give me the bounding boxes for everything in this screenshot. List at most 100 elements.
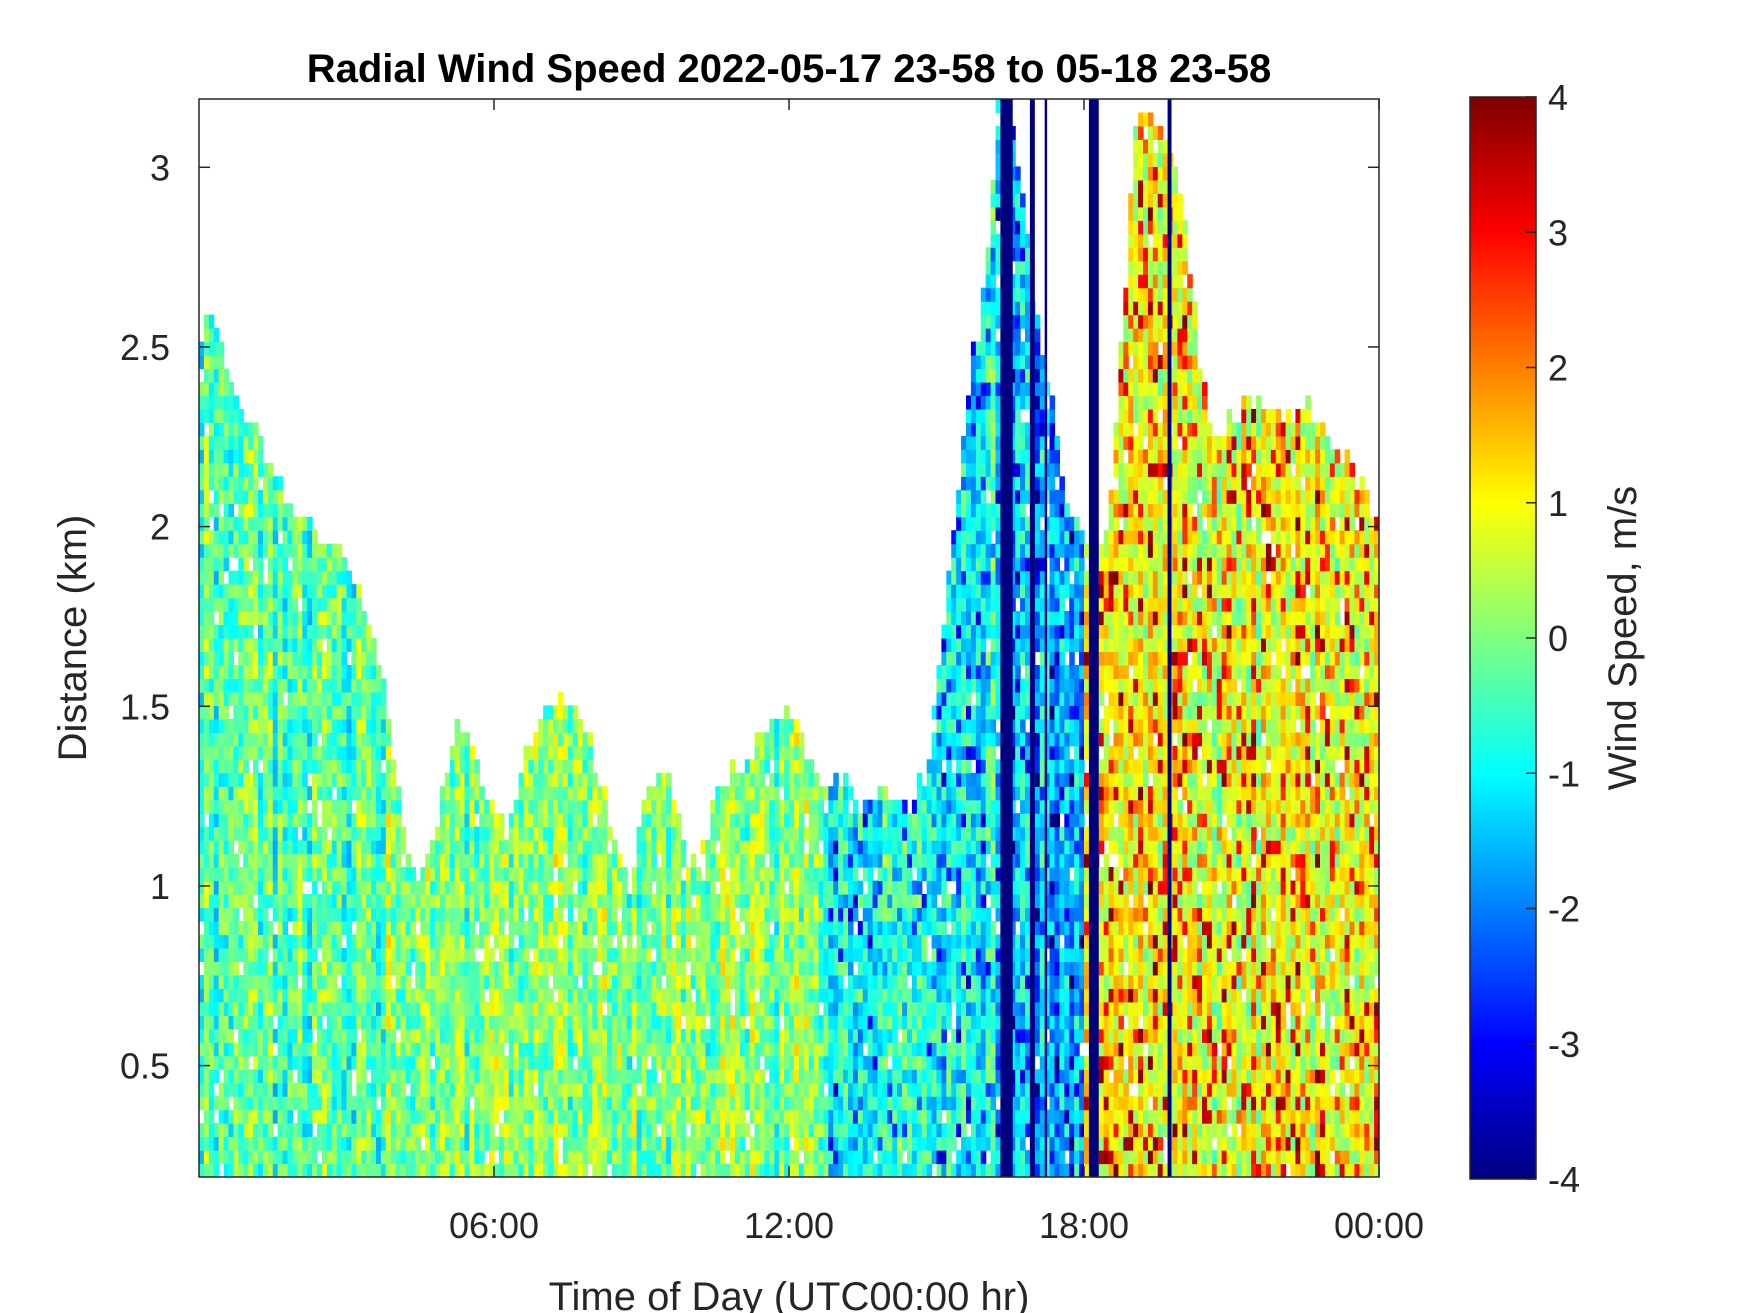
heatmap-cell — [577, 1015, 584, 1030]
heatmap-cell — [784, 1096, 790, 1111]
heatmap-cell — [321, 1123, 328, 1138]
heatmap-cell — [543, 826, 549, 841]
heatmap-cell — [897, 934, 903, 949]
heatmap-cell — [852, 1136, 859, 1151]
heatmap-cell — [489, 840, 495, 855]
heatmap-cell — [484, 907, 490, 922]
heatmap-cell — [385, 1055, 392, 1070]
heatmap-cell — [297, 786, 303, 801]
heatmap-cell — [557, 759, 564, 774]
heatmap-cell — [548, 759, 554, 774]
heatmap-cell — [395, 867, 402, 882]
heatmap-cell — [680, 974, 687, 989]
heatmap-cell — [489, 947, 495, 962]
heatmap-cell — [272, 799, 279, 814]
heatmap-cell — [882, 894, 888, 909]
heatmap-cell — [823, 1123, 829, 1138]
heatmap-cell — [764, 907, 770, 922]
heatmap-cell — [769, 867, 775, 882]
heatmap-cell — [317, 611, 323, 626]
heatmap-cell — [843, 1015, 849, 1030]
heatmap-cell — [292, 624, 298, 639]
heatmap-cell — [793, 1028, 800, 1043]
heatmap-cell — [287, 840, 294, 855]
heatmap-cell — [223, 1001, 230, 1016]
heatmap-cell — [203, 691, 210, 706]
heatmap-cell — [282, 597, 289, 612]
heatmap-cell — [636, 1123, 643, 1138]
heatmap-cell — [597, 894, 603, 909]
heatmap-cell — [582, 1082, 589, 1097]
heatmap-cell — [838, 907, 844, 922]
heatmap-cell — [774, 1096, 780, 1111]
heatmap-cell — [848, 1082, 854, 1097]
heatmap-cell — [725, 880, 731, 895]
heatmap-cell — [469, 786, 475, 801]
heatmap-cell — [897, 1042, 903, 1057]
heatmap-cell — [926, 907, 933, 922]
heatmap-cell — [331, 1123, 338, 1138]
heatmap-cell — [626, 1042, 633, 1057]
heatmap-cell — [671, 1069, 677, 1084]
heatmap-cell — [435, 1163, 441, 1177]
heatmap-cell — [798, 1015, 805, 1030]
heatmap-cell — [272, 530, 279, 545]
heatmap-cell — [838, 853, 844, 868]
heatmap-cell — [449, 826, 456, 841]
heatmap-cell — [203, 489, 210, 504]
heatmap-cell — [253, 1150, 259, 1165]
heatmap-cell — [410, 1136, 416, 1151]
heatmap-cell — [494, 894, 500, 909]
heatmap-cell — [361, 840, 367, 855]
heatmap-cell — [582, 880, 589, 895]
heatmap-cell — [646, 1069, 652, 1084]
heatmap-cell — [533, 907, 539, 922]
heatmap-cell — [287, 907, 294, 922]
heatmap-cell — [494, 1082, 500, 1097]
heatmap-cell — [218, 435, 225, 450]
heatmap-cell — [390, 826, 397, 841]
heatmap-cell — [292, 813, 298, 828]
heatmap-cell — [543, 1109, 549, 1124]
heatmap-cell — [730, 934, 736, 949]
heatmap-cell — [803, 786, 810, 801]
heatmap-cell — [258, 1082, 264, 1097]
heatmap-cell — [921, 826, 928, 841]
heatmap-cell — [592, 772, 598, 787]
heatmap-cell — [430, 947, 436, 962]
heatmap-cell — [562, 1042, 569, 1057]
heatmap-cell — [798, 1028, 805, 1043]
heatmap-cell — [469, 961, 475, 976]
heatmap-cell — [277, 516, 284, 531]
heatmap-cell — [213, 651, 220, 666]
heatmap-cell — [848, 840, 854, 855]
heatmap-cell — [390, 920, 397, 936]
heatmap-cell — [754, 907, 761, 922]
heatmap-cell — [661, 1150, 667, 1165]
heatmap-cell — [233, 664, 239, 680]
heatmap-cell — [911, 840, 918, 855]
heatmap-cell — [405, 1001, 412, 1016]
heatmap-cell — [395, 1150, 402, 1165]
heatmap-cell — [292, 934, 298, 949]
heatmap-cell — [292, 907, 298, 922]
heatmap-cell — [892, 907, 898, 922]
heatmap-cell — [390, 867, 397, 882]
heatmap-cell — [538, 1096, 544, 1111]
heatmap-cell — [533, 1163, 539, 1177]
heatmap-cell — [700, 894, 707, 909]
heatmap-cell — [321, 1082, 328, 1097]
heatmap-cell — [272, 516, 279, 531]
heatmap-cell — [567, 705, 574, 720]
heatmap-cell — [523, 988, 530, 1003]
heatmap-cell — [312, 934, 318, 949]
heatmap-cell — [779, 759, 785, 774]
heatmap-cell — [705, 853, 711, 868]
heatmap-cell — [543, 1163, 549, 1177]
heatmap-cell — [921, 1028, 928, 1043]
heatmap-cell — [213, 624, 220, 639]
heatmap-cell — [857, 1136, 864, 1151]
heatmap-cell — [730, 1082, 736, 1097]
heatmap-cell — [321, 786, 328, 801]
heatmap-cell — [218, 557, 225, 572]
